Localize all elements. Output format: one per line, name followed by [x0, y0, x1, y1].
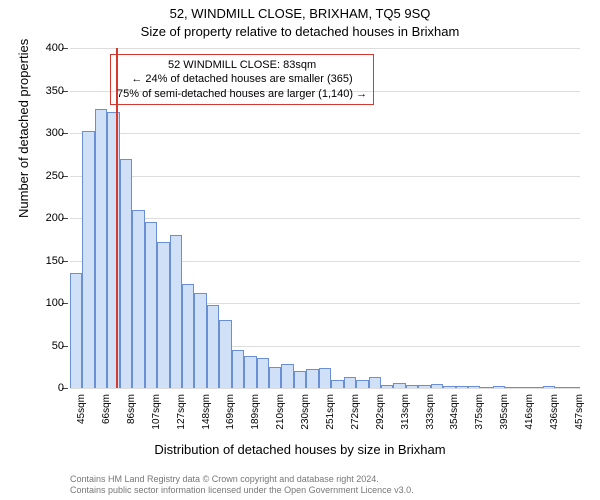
- x-tick-label: 169sqm: [225, 394, 236, 442]
- histogram-bar: [319, 368, 331, 388]
- annotation-line-1: 52 WINDMILL CLOSE: 83sqm: [117, 58, 367, 72]
- histogram-bar: [331, 380, 343, 389]
- y-axis-title: Number of detached properties: [16, 39, 31, 218]
- histogram-bar: [207, 305, 219, 388]
- histogram-bar: [443, 386, 455, 388]
- annotation-line-2: ← 24% of detached houses are smaller (36…: [117, 72, 367, 86]
- histogram-bar: [505, 387, 517, 388]
- y-tick-label: 0: [58, 382, 64, 394]
- histogram-bar: [145, 222, 157, 388]
- y-tick-label: 350: [46, 85, 64, 97]
- x-tick-label: 292sqm: [375, 394, 386, 442]
- x-tick-label: 436sqm: [549, 394, 560, 442]
- x-tick-label: 395sqm: [499, 394, 510, 442]
- x-tick-label: 313sqm: [400, 394, 411, 442]
- histogram-bar: [219, 320, 231, 388]
- histogram-bar: [82, 131, 94, 388]
- x-tick-label: 230sqm: [300, 394, 311, 442]
- histogram-bar: [95, 109, 107, 388]
- histogram-bar: [194, 293, 206, 388]
- x-tick-label: 354sqm: [449, 394, 460, 442]
- x-tick-label: 251sqm: [325, 394, 336, 442]
- y-tick-label: 150: [46, 255, 64, 267]
- x-tick-label: 107sqm: [151, 394, 162, 442]
- histogram-bar: [568, 387, 580, 388]
- histogram-bar: [294, 371, 306, 388]
- y-tick-label: 100: [46, 297, 64, 309]
- x-tick-label: 86sqm: [126, 394, 137, 442]
- histogram-bar: [468, 386, 480, 388]
- histogram-bar: [244, 356, 256, 388]
- x-tick-label: 45sqm: [76, 394, 87, 442]
- x-tick-label: 189sqm: [250, 394, 261, 442]
- page-subtitle: Size of property relative to detached ho…: [0, 24, 600, 39]
- y-tick-label: 400: [46, 42, 64, 54]
- histogram-bar: [257, 358, 269, 388]
- histogram-bar: [269, 367, 281, 388]
- histogram-bar: [530, 387, 542, 388]
- histogram-bar: [406, 385, 418, 388]
- histogram-bar: [182, 284, 194, 388]
- histogram-bar: [543, 386, 555, 388]
- histogram-bar: [493, 386, 505, 388]
- histogram-bar: [480, 387, 492, 388]
- y-tick-label: 250: [46, 170, 64, 182]
- grid-line: [70, 176, 580, 177]
- chart-container: 52, WINDMILL CLOSE, BRIXHAM, TQ5 9SQ Siz…: [0, 0, 600, 500]
- histogram-bar: [381, 385, 393, 388]
- histogram-bar: [431, 384, 443, 388]
- annotation-box: 52 WINDMILL CLOSE: 83sqm← 24% of detache…: [110, 54, 374, 105]
- grid-line: [70, 218, 580, 219]
- histogram-bar: [132, 210, 144, 389]
- histogram-bar: [120, 159, 132, 389]
- x-tick-label: 272sqm: [350, 394, 361, 442]
- histogram-bar: [306, 369, 318, 388]
- histogram-bar: [393, 383, 405, 388]
- attribution-line-2: Contains public sector information licen…: [70, 485, 414, 496]
- plot-area: 05010015020025030035040045sqm66sqm86sqm1…: [70, 48, 580, 389]
- x-tick-label: 333sqm: [425, 394, 436, 442]
- histogram-bar: [555, 387, 567, 388]
- x-axis-title: Distribution of detached houses by size …: [0, 442, 600, 457]
- page-title: 52, WINDMILL CLOSE, BRIXHAM, TQ5 9SQ: [0, 6, 600, 21]
- histogram-bar: [281, 364, 293, 388]
- histogram-bar: [456, 386, 468, 388]
- histogram-bar: [344, 377, 356, 388]
- x-tick-label: 148sqm: [201, 394, 212, 442]
- x-tick-label: 66sqm: [101, 394, 112, 442]
- histogram-bar: [356, 380, 368, 389]
- histogram-bar: [157, 242, 169, 388]
- x-tick-label: 127sqm: [176, 394, 187, 442]
- x-tick-label: 416sqm: [524, 394, 535, 442]
- histogram-bar: [369, 377, 381, 388]
- y-tick-label: 50: [52, 340, 64, 352]
- histogram-bar: [170, 235, 182, 388]
- grid-line: [70, 133, 580, 134]
- histogram-bar: [418, 385, 430, 388]
- attribution-text: Contains HM Land Registry data © Crown c…: [70, 474, 414, 496]
- grid-line: [70, 388, 580, 389]
- grid-line: [70, 48, 580, 49]
- histogram-bar: [232, 350, 244, 388]
- histogram-bar: [70, 273, 82, 388]
- x-tick-label: 457sqm: [574, 394, 585, 442]
- annotation-line-3: 75% of semi-detached houses are larger (…: [117, 87, 367, 101]
- x-tick-label: 375sqm: [474, 394, 485, 442]
- y-tick-label: 200: [46, 212, 64, 224]
- histogram-bar: [518, 387, 530, 388]
- attribution-line-1: Contains HM Land Registry data © Crown c…: [70, 474, 414, 485]
- y-tick-label: 300: [46, 127, 64, 139]
- x-tick-label: 210sqm: [275, 394, 286, 442]
